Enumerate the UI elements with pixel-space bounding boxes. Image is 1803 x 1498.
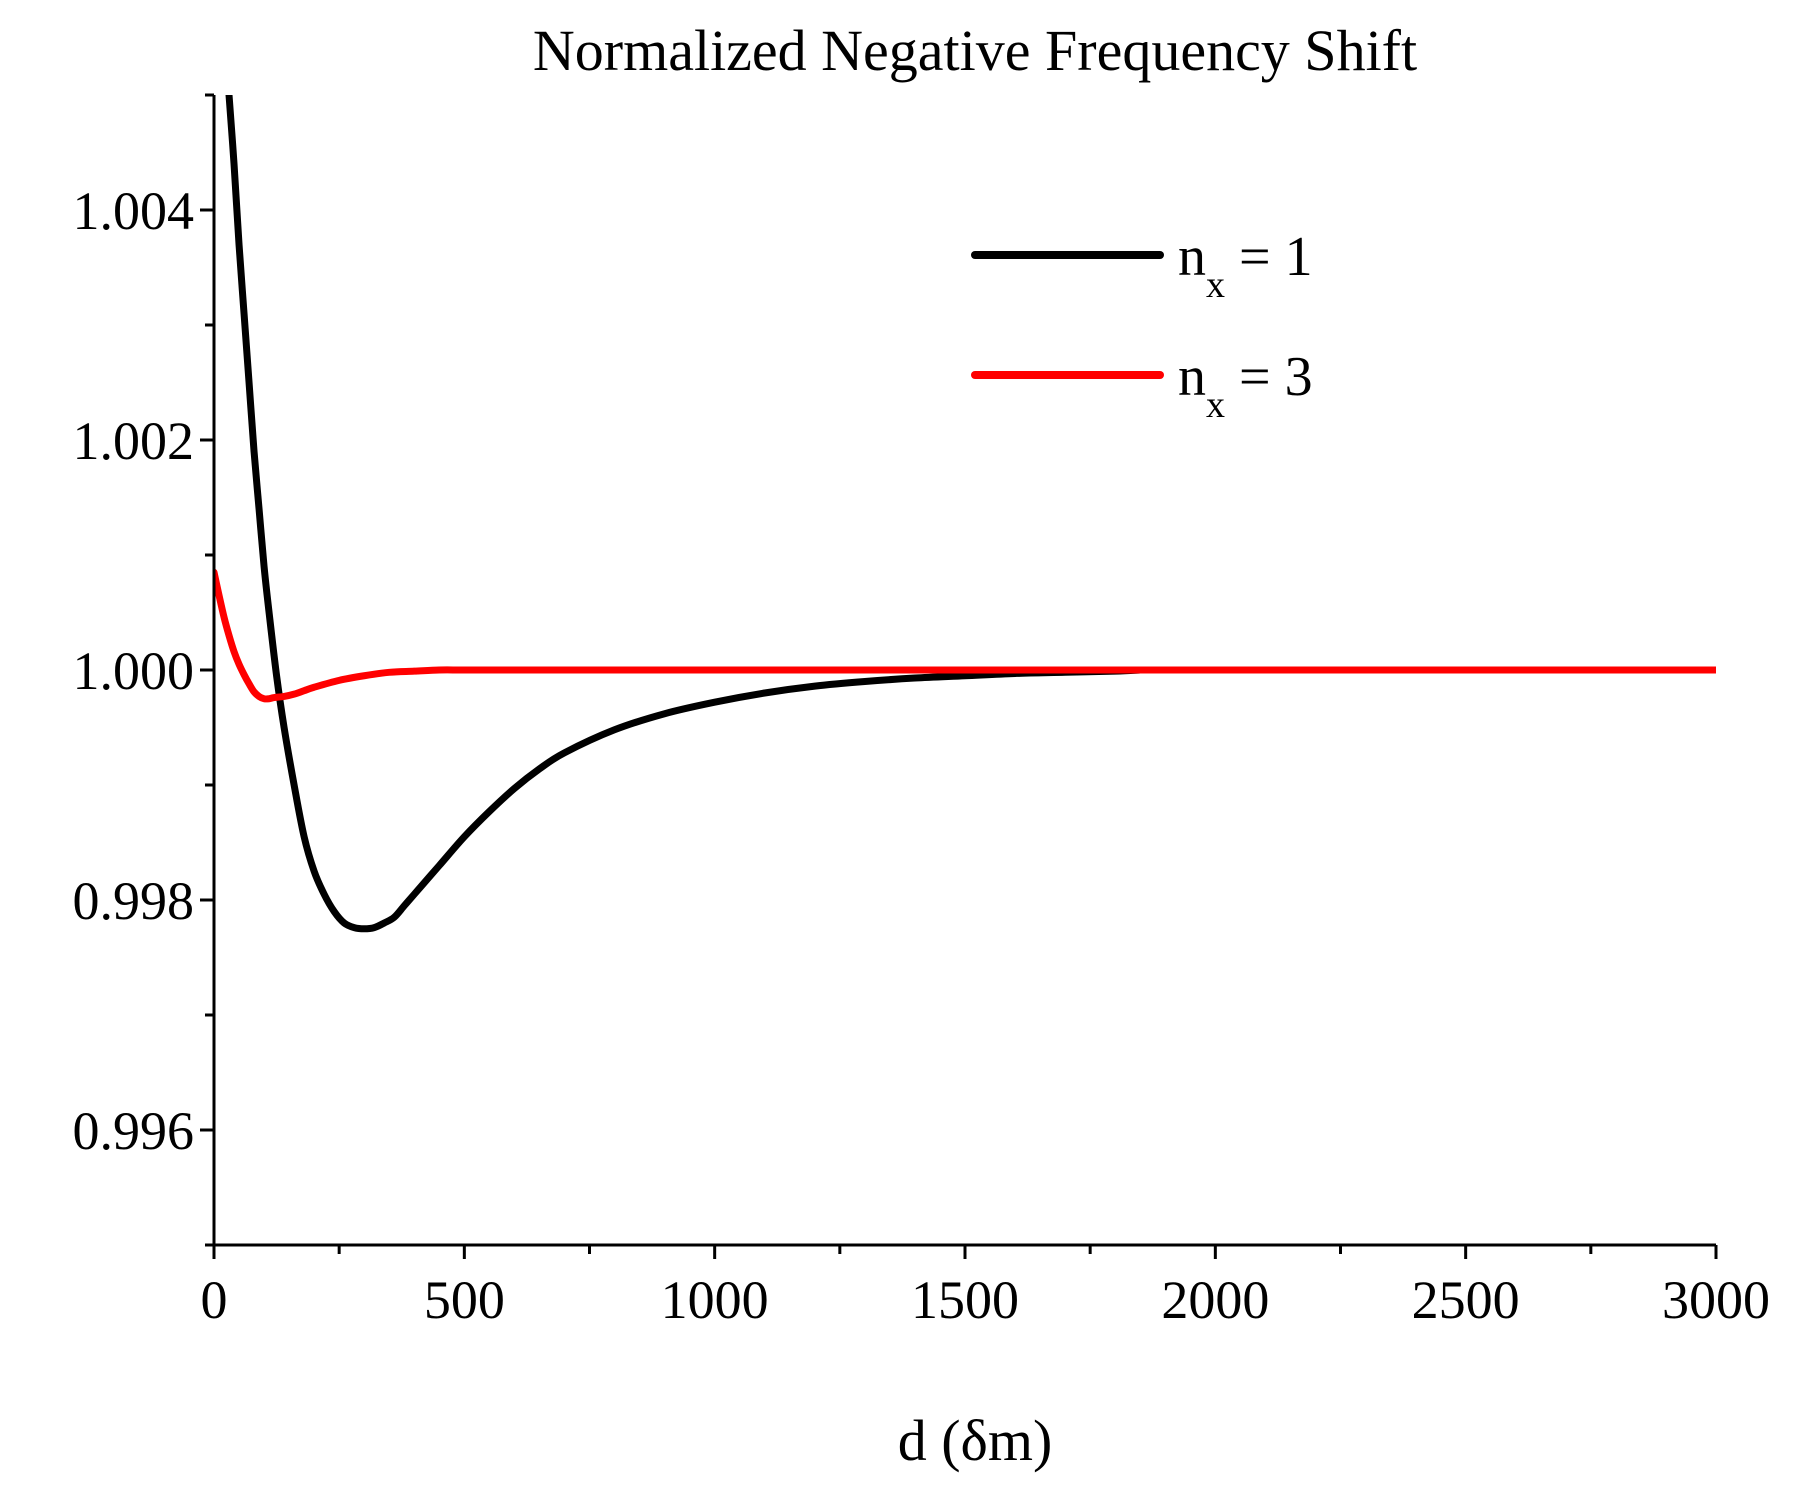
- plot-area: [214, 95, 1716, 933]
- legend-label-2: nx = 3: [1178, 346, 1313, 426]
- x-tick-label: 1000: [661, 1270, 769, 1330]
- x-tick-label: 2000: [1161, 1270, 1269, 1330]
- y-tick-label: 1.004: [73, 181, 195, 241]
- x-tick-label: 2500: [1412, 1270, 1520, 1330]
- y-tick-label: 1.002: [73, 411, 195, 471]
- x-axis-label: d (δm): [898, 1408, 1053, 1473]
- y-tick-label: 0.996: [73, 1101, 195, 1161]
- y-tick-label: 1.000: [73, 641, 195, 701]
- series-line-2: [214, 568, 1716, 703]
- x-tick-label: 3000: [1662, 1270, 1770, 1330]
- legend-label-1: nx = 1: [1178, 226, 1313, 306]
- x-tick-label: 1500: [911, 1270, 1019, 1330]
- y-tick-label: 0.998: [73, 871, 195, 931]
- chart-title: Normalized Negative Frequency Shift: [533, 18, 1417, 83]
- legend: nx = 1 nx = 3: [971, 226, 1313, 426]
- x-tick-label: 500: [424, 1270, 505, 1330]
- x-tick-label: 0: [201, 1270, 228, 1330]
- axes: 0 500 1000 1500 2000 2500 3000 0.996 0.998 1.000 1…: [73, 93, 1770, 1330]
- series-line-1: [225, 95, 1144, 933]
